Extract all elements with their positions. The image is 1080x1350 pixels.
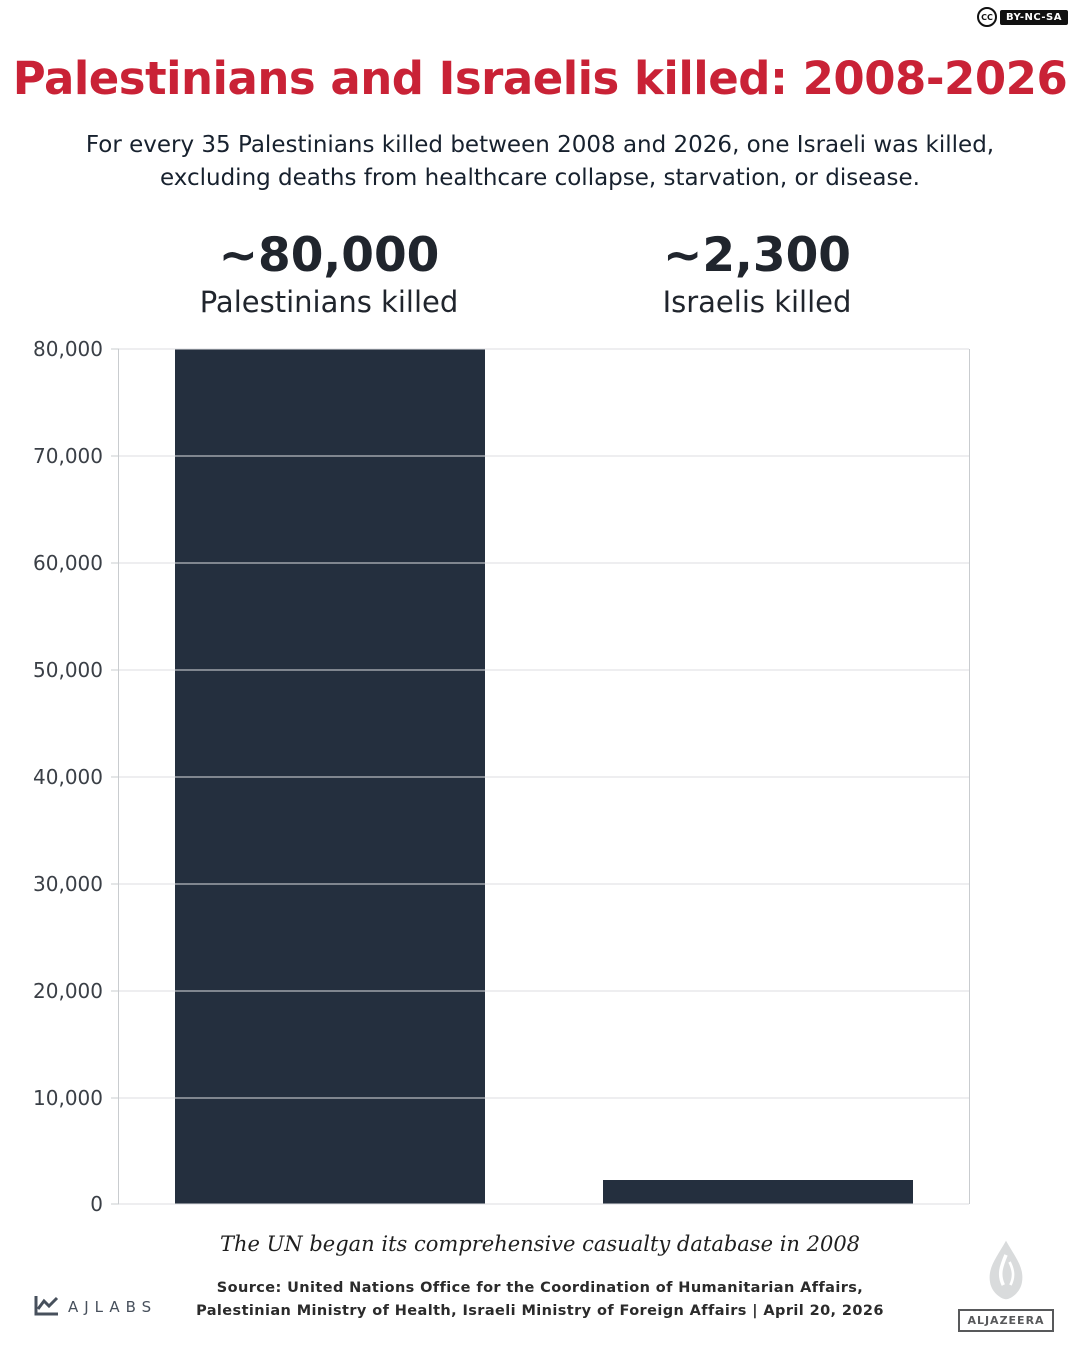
- gridline-10000: [119, 1097, 969, 1098]
- ajlabs-label: AJLABS: [68, 1298, 158, 1316]
- ytick-label-0: 0: [90, 1192, 103, 1217]
- stat-palestinians: ~80,000 Palestinians killed: [174, 227, 484, 320]
- aljazeera-logo: ALJAZEERA: [958, 1239, 1054, 1332]
- cc-license-badge: CC BY-NC-SA: [976, 7, 1068, 27]
- ajlabs-chart-icon: [34, 1294, 60, 1320]
- page-title: Palestinians and Israelis killed: 2008-2…: [12, 52, 1068, 105]
- tickmark-40000: [111, 776, 119, 778]
- ytick-label-60000: 60,000: [33, 551, 103, 576]
- gridline-70000: [119, 455, 969, 457]
- tickmark-10000: [111, 1097, 119, 1098]
- gridline-50000: [119, 669, 969, 671]
- stat-palestinians-value: ~80,000: [218, 227, 440, 283]
- gridline-20000: [119, 990, 969, 992]
- tickmark-70000: [111, 455, 119, 457]
- page-subtitle: For every 35 Palestinians killed between…: [85, 132, 995, 192]
- source-line-1: Source: United Nations Office for the Co…: [216, 1280, 864, 1297]
- ajlabs-logo: AJLABS: [34, 1294, 157, 1320]
- gridline-60000: [119, 562, 969, 564]
- tickmark-0: [111, 1203, 119, 1205]
- chart-plot: 0 10,000 20,000 30,000 40,000 50,000 60,000 70,…: [33, 337, 970, 1216]
- ytick-label-10000: 10,000: [33, 1085, 103, 1110]
- cc-license-label: BY-NC-SA: [999, 9, 1068, 25]
- gridline-40000: [119, 776, 969, 778]
- ytick-label-70000: 70,000: [33, 444, 103, 469]
- aljazeera-flame-icon: [977, 1239, 1035, 1305]
- gridline-80000: [119, 348, 969, 350]
- tickmark-80000: [111, 348, 119, 350]
- tickmark-60000: [111, 562, 119, 564]
- ytick-label-20000: 20,000: [33, 978, 103, 1003]
- stat-israelis: ~2,300 Israelis killed: [602, 227, 912, 320]
- source-text: Source: United Nations Office for the Co…: [0, 1277, 1080, 1322]
- tickmark-20000: [111, 990, 119, 992]
- tickmark-30000: [111, 883, 119, 885]
- ytick-label-50000: 50,000: [33, 658, 103, 682]
- stat-palestinians-label: Palestinians killed: [199, 285, 459, 320]
- ytick-label-40000: 40,000: [33, 764, 103, 789]
- gridline-0: [119, 1203, 969, 1205]
- aljazeera-wordmark: ALJAZEERA: [958, 1309, 1054, 1332]
- stat-israelis-label: Israelis killed: [662, 285, 852, 320]
- bar-israelis-killed: [603, 1179, 913, 1205]
- gridline-30000: [119, 883, 969, 885]
- tickmark-50000: [111, 669, 119, 671]
- stats-row: ~80,000 Palestinians killed ~2,300 Israe…: [118, 227, 968, 320]
- chart-note: The UN began its comprehensive casualty …: [219, 1232, 861, 1257]
- ytick-label-80000: 80,000: [33, 337, 103, 362]
- cc-icon: CC: [976, 7, 997, 27]
- ytick-label-30000: 30,000: [33, 871, 103, 896]
- stat-israelis-value: ~2,300: [662, 227, 852, 283]
- source-line-2: Palestinian Ministry of Health, Israeli …: [196, 1302, 884, 1319]
